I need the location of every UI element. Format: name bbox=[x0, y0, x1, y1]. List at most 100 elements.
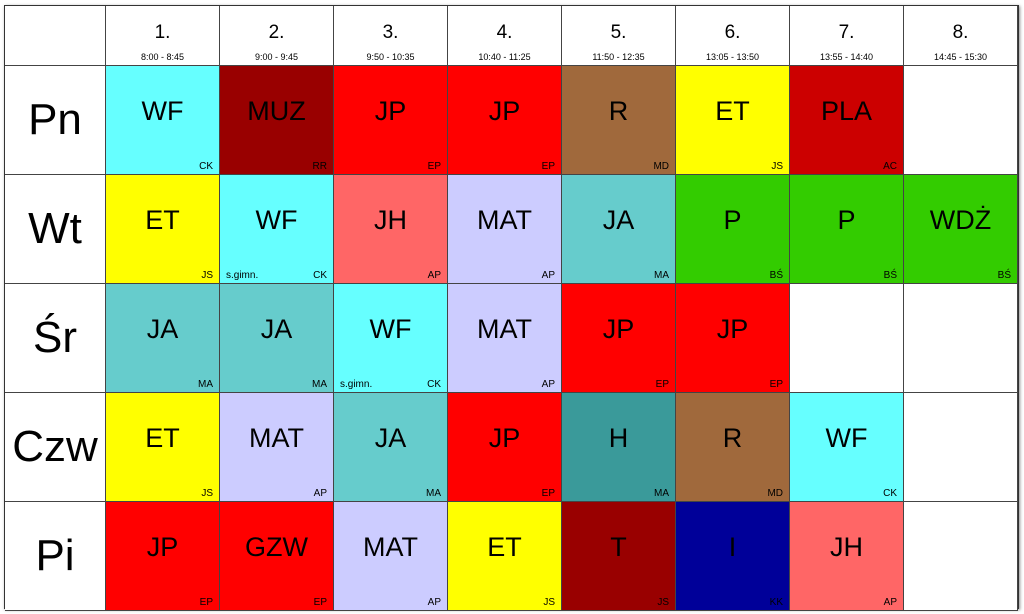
day-label: Śr bbox=[5, 284, 106, 393]
lesson-cell: MAT AP bbox=[220, 393, 334, 502]
lesson-subject: MUZ bbox=[247, 96, 306, 126]
lesson-subject: JA bbox=[146, 314, 179, 344]
lesson-cell: PLA AC bbox=[790, 66, 904, 175]
lesson-teacher: RR bbox=[312, 161, 327, 172]
period-time: 8:00 - 8:45 bbox=[140, 52, 185, 62]
lesson-subject: ET bbox=[715, 96, 750, 126]
empty-slot bbox=[904, 393, 1018, 502]
empty-slot bbox=[904, 66, 1018, 175]
day-label: Czw bbox=[5, 393, 106, 502]
lesson-subject: R bbox=[722, 423, 743, 453]
lesson-cell: JH AP bbox=[334, 175, 448, 284]
lesson-cell: JA MA bbox=[220, 284, 334, 393]
period-number: 4. bbox=[496, 22, 513, 43]
period-time: 13:05 - 13:50 bbox=[705, 52, 760, 62]
period-header: 6. 13:05 - 13:50 bbox=[676, 6, 790, 66]
lesson-teacher: EP bbox=[199, 597, 213, 608]
timetable-grid: 1. 8:00 - 8:45 2. 9:00 - 9:45 3. 9:50 - 10:35… bbox=[4, 5, 1019, 611]
empty-slot bbox=[790, 284, 904, 393]
lesson-teacher: EP bbox=[541, 488, 555, 499]
lesson-subject: WF bbox=[825, 423, 868, 453]
period-number: 3. bbox=[382, 22, 399, 43]
lesson-cell: WF s.gimn. CK bbox=[220, 175, 334, 284]
lesson-teacher: MD bbox=[767, 488, 783, 499]
lesson-subject: JA bbox=[602, 205, 635, 235]
empty-slot bbox=[904, 284, 1018, 393]
lesson-subject: P bbox=[837, 205, 856, 235]
period-number: 8. bbox=[952, 22, 969, 43]
lesson-cell: JP EP bbox=[562, 284, 676, 393]
period-header: 5. 11:50 - 12:35 bbox=[562, 6, 676, 66]
lesson-teacher: CK bbox=[199, 161, 213, 172]
lesson-subject: MAT bbox=[477, 314, 532, 344]
lesson-teacher: EP bbox=[313, 597, 327, 608]
lesson-subject: JP bbox=[488, 96, 521, 126]
lesson-subject: WDŻ bbox=[929, 205, 992, 235]
lesson-subject: I bbox=[728, 532, 737, 562]
lesson-teacher: BŚ bbox=[769, 270, 783, 281]
lesson-teacher: JS bbox=[543, 597, 555, 608]
period-header: 2. 9:00 - 9:45 bbox=[220, 6, 334, 66]
lesson-cell: JP EP bbox=[676, 284, 790, 393]
lesson-cell: T JS bbox=[562, 502, 676, 611]
period-number: 7. bbox=[838, 22, 855, 43]
lesson-cell: JP EP bbox=[106, 502, 220, 611]
period-time: 9:50 - 10:35 bbox=[366, 52, 415, 62]
lesson-teacher: JS bbox=[201, 270, 213, 281]
lesson-cell: I KK bbox=[676, 502, 790, 611]
lesson-cell: JP EP bbox=[448, 66, 562, 175]
lesson-teacher: MA bbox=[426, 488, 441, 499]
lesson-subject: T bbox=[610, 532, 627, 562]
lesson-teacher: KK bbox=[769, 597, 783, 608]
period-time: 9:00 - 9:45 bbox=[254, 52, 299, 62]
lesson-teacher: AC bbox=[883, 161, 897, 172]
lesson-cell: JP EP bbox=[334, 66, 448, 175]
lesson-subject: JP bbox=[374, 96, 407, 126]
lesson-teacher: JS bbox=[771, 161, 783, 172]
lesson-teacher: AP bbox=[313, 488, 327, 499]
lesson-room: s.gimn. bbox=[340, 379, 373, 390]
lesson-subject: P bbox=[723, 205, 742, 235]
lesson-subject: JP bbox=[716, 314, 749, 344]
lesson-subject: PLA bbox=[820, 96, 873, 126]
lesson-teacher: CK bbox=[427, 379, 441, 390]
period-header: 1. 8:00 - 8:45 bbox=[106, 6, 220, 66]
lesson-cell: MUZ RR bbox=[220, 66, 334, 175]
lesson-cell: JA MA bbox=[106, 284, 220, 393]
lesson-subject: WF bbox=[255, 205, 298, 235]
lesson-cell: JP EP bbox=[448, 393, 562, 502]
lesson-subject: ET bbox=[145, 205, 180, 235]
lesson-cell: JH AP bbox=[790, 502, 904, 611]
lesson-cell: ET JS bbox=[676, 66, 790, 175]
lesson-subject: WF bbox=[141, 96, 184, 126]
lesson-subject: JA bbox=[260, 314, 293, 344]
lesson-cell: JA MA bbox=[334, 393, 448, 502]
lesson-teacher: AP bbox=[427, 597, 441, 608]
lesson-teacher: EP bbox=[655, 379, 669, 390]
lesson-subject: JP bbox=[488, 423, 521, 453]
lesson-cell: WF CK bbox=[106, 66, 220, 175]
lesson-cell: ET JS bbox=[106, 393, 220, 502]
lesson-subject: MAT bbox=[363, 532, 418, 562]
lesson-teacher: AP bbox=[427, 270, 441, 281]
lesson-teacher: AP bbox=[541, 379, 555, 390]
period-number: 5. bbox=[610, 22, 627, 43]
lesson-subject: MAT bbox=[477, 205, 532, 235]
day-label: Pi bbox=[5, 502, 106, 611]
lesson-cell: R MD bbox=[676, 393, 790, 502]
lesson-teacher: AP bbox=[883, 597, 897, 608]
lesson-teacher: CK bbox=[313, 270, 327, 281]
period-header: 7. 13:55 - 14:40 bbox=[790, 6, 904, 66]
period-header: 3. 9:50 - 10:35 bbox=[334, 6, 448, 66]
period-time: 10:40 - 11:25 bbox=[478, 52, 531, 62]
period-time: 14:45 - 15:30 bbox=[933, 52, 988, 62]
empty-slot bbox=[904, 502, 1018, 611]
lesson-teacher: MD bbox=[653, 161, 669, 172]
lesson-subject: ET bbox=[487, 532, 522, 562]
lesson-cell: P BŚ bbox=[676, 175, 790, 284]
lesson-cell: WDŻ BŚ bbox=[904, 175, 1018, 284]
lesson-subject: MAT bbox=[249, 423, 304, 453]
lesson-teacher: BŚ bbox=[997, 270, 1011, 281]
lesson-subject: H bbox=[608, 423, 629, 453]
lesson-cell: ET JS bbox=[448, 502, 562, 611]
